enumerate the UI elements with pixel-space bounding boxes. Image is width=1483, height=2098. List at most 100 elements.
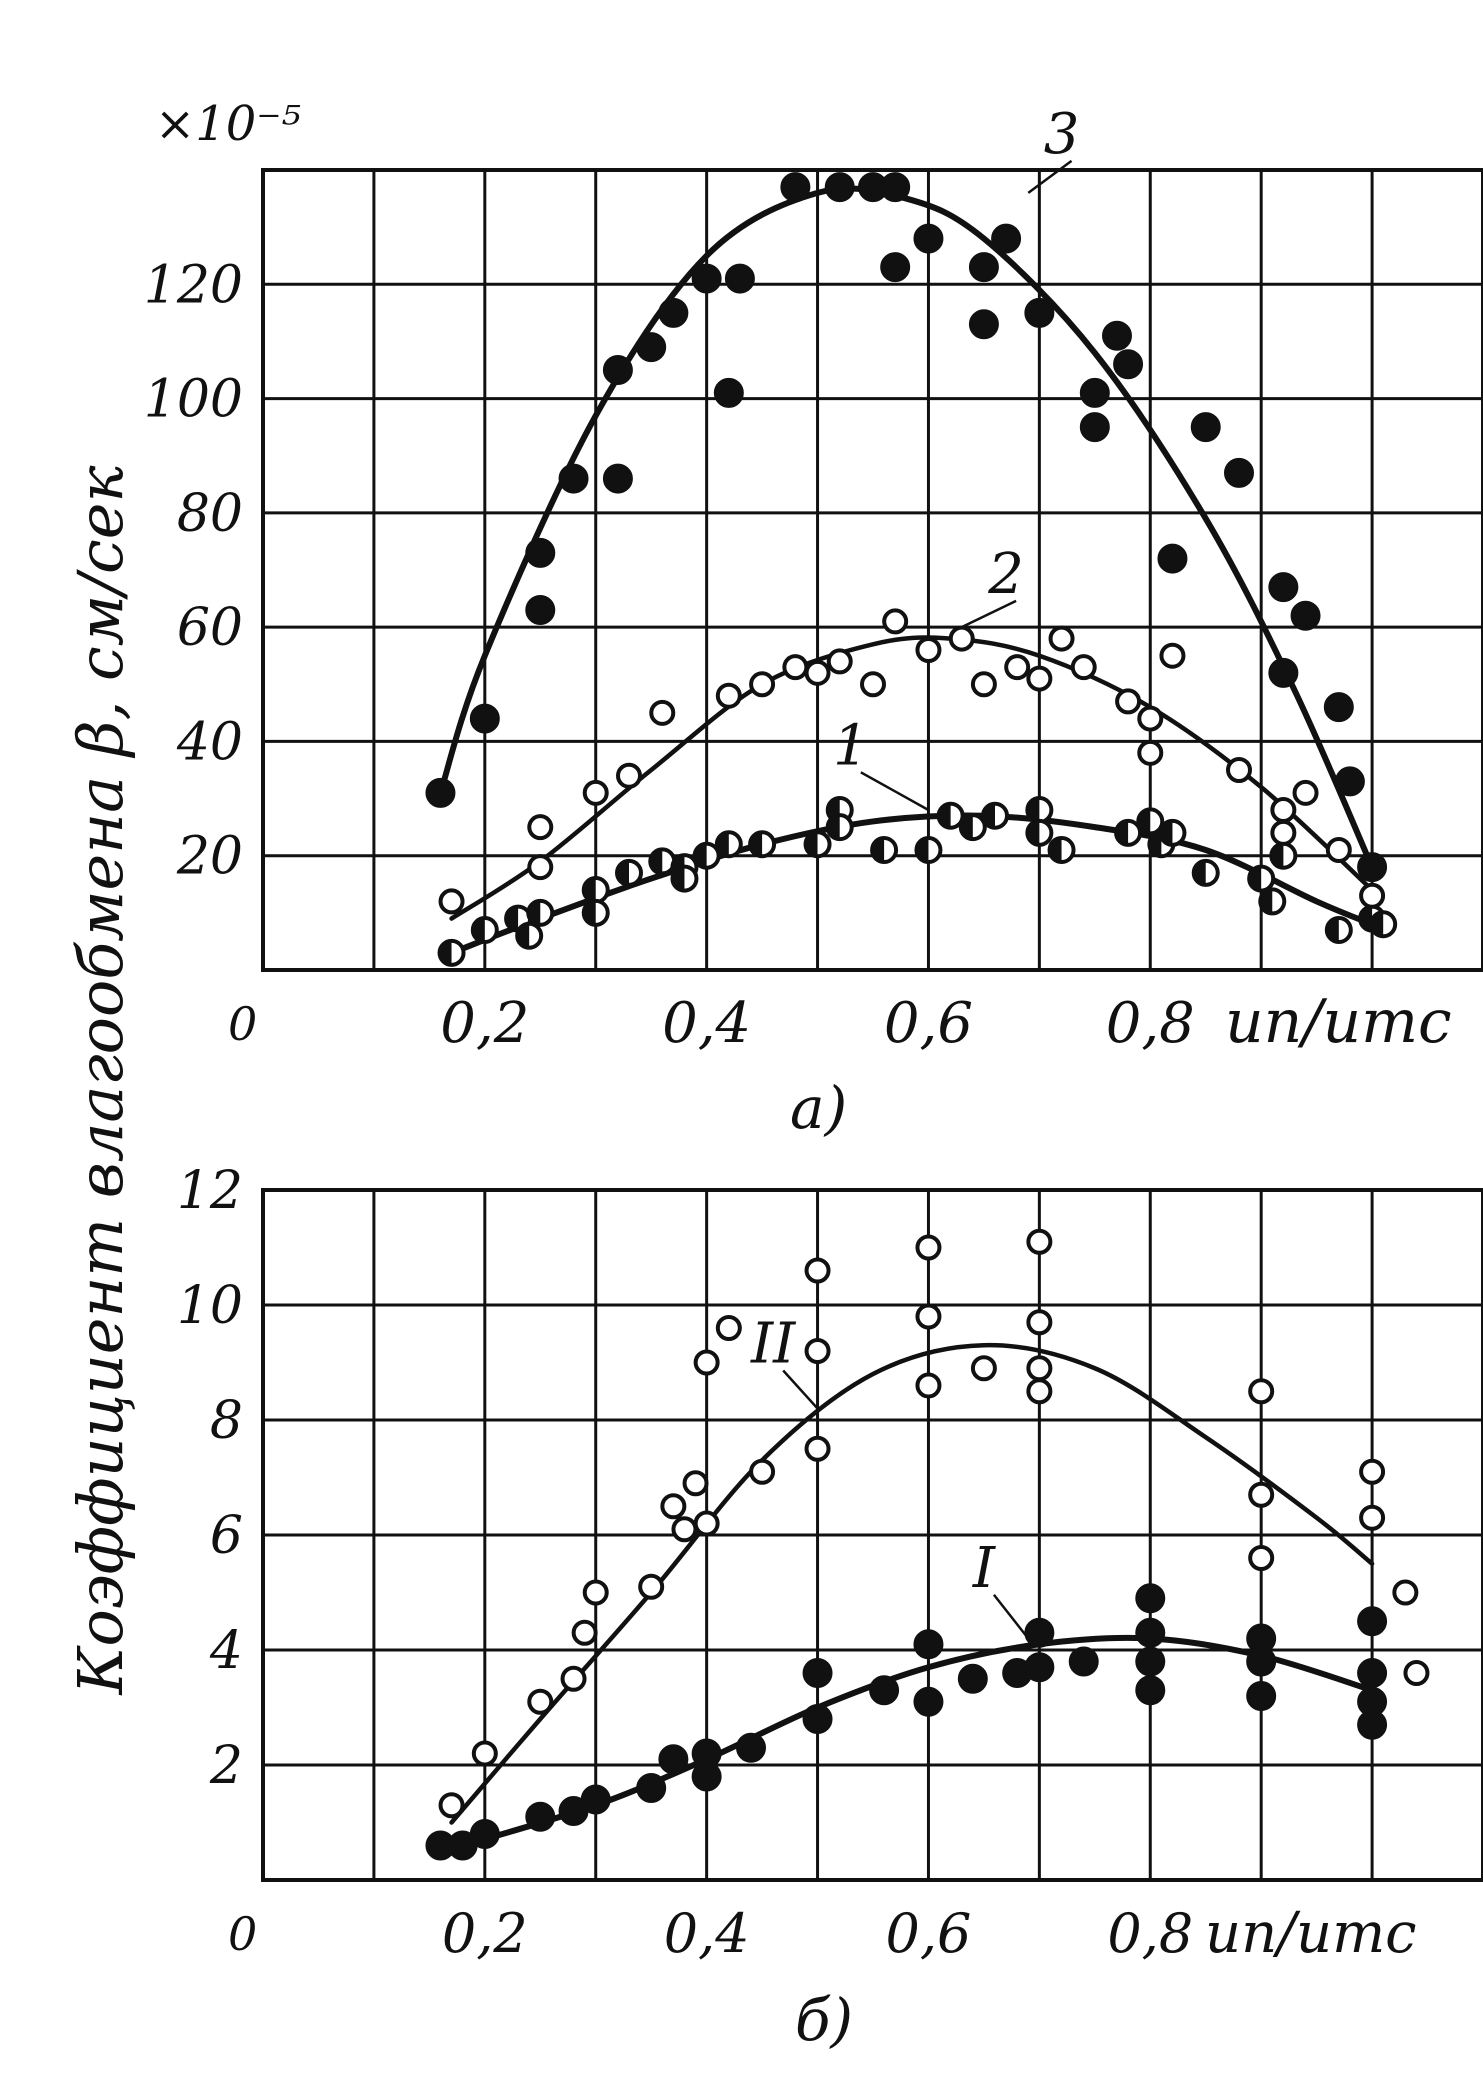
point-series-1: [437, 938, 466, 967]
panel-b-ticks: 0,2 0,4 0,6 0,8 2 4 6 8 10 12: [177, 1161, 1193, 1965]
panel-b-curves: [449, 1342, 1376, 1849]
point-series-2: [582, 779, 609, 806]
point-series-2: [804, 659, 831, 686]
point-series-1: [936, 801, 965, 830]
panel-a-label: а): [790, 1074, 847, 1142]
point-series-I: [658, 1744, 689, 1775]
point-series-1: [615, 858, 643, 887]
point-series-1: [714, 830, 743, 859]
point-series-II: [1403, 1660, 1430, 1686]
point-series-II: [693, 1349, 720, 1376]
panel-a-points: [425, 172, 1398, 967]
series-label-leader: [860, 771, 930, 812]
y-tick-label: 12: [177, 1161, 243, 1221]
point-series-II: [582, 1579, 609, 1606]
curve-series-I: [459, 1634, 1376, 1849]
point-series-1: [1025, 796, 1054, 824]
point-series-3: [602, 463, 633, 494]
point-series-3: [525, 595, 556, 625]
point-series-2: [1292, 779, 1319, 806]
point-series-I: [957, 1663, 988, 1694]
point-series-1: [692, 841, 721, 870]
panel-b-x-axis-label: uп/uтс: [1205, 1901, 1417, 1966]
point-series-II: [715, 1315, 742, 1341]
point-series-1: [1258, 887, 1287, 916]
point-series-II: [1392, 1579, 1419, 1606]
point-series-2: [527, 854, 554, 881]
point-series-3: [991, 223, 1022, 254]
point-series-1: [1191, 858, 1220, 887]
point-series-2: [1004, 654, 1031, 681]
point-series-I: [1357, 1709, 1388, 1740]
point-series-3: [1190, 412, 1221, 443]
point-series-3: [880, 172, 911, 203]
point-series-I: [1135, 1675, 1166, 1706]
y-tick-label: 120: [144, 255, 243, 315]
panel-a: 0,2 0,4 0,6 0,8 20 40 60 80 100 120 0 uп/uтс а) 1…: [144, 102, 1483, 1142]
y-tick-label: 2: [209, 1736, 243, 1796]
point-series-3: [1290, 600, 1321, 631]
series-label-3: 3: [1044, 102, 1080, 167]
x-tick-label: 0,6: [886, 1902, 972, 1965]
point-series-2: [782, 654, 809, 681]
point-series-2: [1070, 654, 1097, 681]
point-series-2: [882, 608, 909, 635]
point-series-II: [915, 1303, 942, 1330]
point-series-3: [602, 355, 633, 385]
point-series-1: [648, 847, 677, 876]
point-series-II: [915, 1372, 942, 1399]
multiplier-label: ×10⁻⁵: [155, 96, 301, 152]
point-series-3: [780, 172, 811, 203]
point-series-I: [1246, 1646, 1277, 1677]
series-label-leader: [992, 1593, 1030, 1640]
point-series-3: [469, 703, 500, 734]
point-series-II: [1026, 1355, 1053, 1382]
series-label-2: 2: [987, 542, 1024, 607]
y-tick-label: 100: [144, 370, 243, 430]
point-series-3: [968, 252, 999, 283]
y-tick-label: 4: [209, 1621, 243, 1681]
y-tick-label: 60: [177, 598, 243, 658]
point-series-II: [527, 1688, 554, 1715]
point-series-3: [913, 223, 944, 254]
series-label-1: 1: [833, 713, 869, 778]
point-series-3: [425, 777, 456, 808]
point-series-3: [968, 309, 999, 340]
point-series-II: [1359, 1458, 1386, 1485]
point-series-I: [1357, 1606, 1388, 1637]
panel-a-curves: [437, 185, 1376, 956]
point-series-1: [515, 921, 544, 950]
point-series-II: [1248, 1378, 1275, 1405]
point-series-3: [1113, 349, 1144, 380]
point-series-2: [1026, 665, 1053, 692]
point-series-2: [1270, 797, 1297, 823]
point-series-3: [880, 252, 911, 283]
point-series-2: [1159, 642, 1186, 669]
point-series-I: [802, 1658, 833, 1688]
point-series-2: [1359, 882, 1386, 909]
point-series-I: [525, 1801, 556, 1832]
y-tick-label: 20: [176, 827, 243, 887]
point-series-II: [1359, 1504, 1386, 1531]
point-series-1: [670, 864, 699, 893]
point-series-1: [581, 898, 610, 927]
point-series-1: [870, 836, 899, 864]
point-series-3: [1357, 852, 1388, 883]
point-series-I: [913, 1629, 944, 1660]
point-series-3: [1334, 766, 1365, 797]
point-series-3: [1024, 297, 1055, 328]
point-series-2: [970, 671, 997, 698]
point-series-1: [981, 801, 1009, 830]
point-series-1: [1136, 807, 1165, 836]
point-series-2: [1137, 739, 1164, 766]
point-series-1: [1324, 916, 1353, 944]
point-series-II: [970, 1355, 997, 1382]
point-series-II: [560, 1665, 587, 1692]
point-series-1: [748, 830, 777, 859]
point-series-1: [1269, 841, 1298, 870]
point-series-2: [1270, 819, 1297, 846]
series-label-leader: [961, 599, 1017, 629]
point-series-I: [913, 1686, 944, 1717]
panel-b-frame: [261, 1188, 1483, 1882]
point-series-3: [824, 172, 855, 203]
